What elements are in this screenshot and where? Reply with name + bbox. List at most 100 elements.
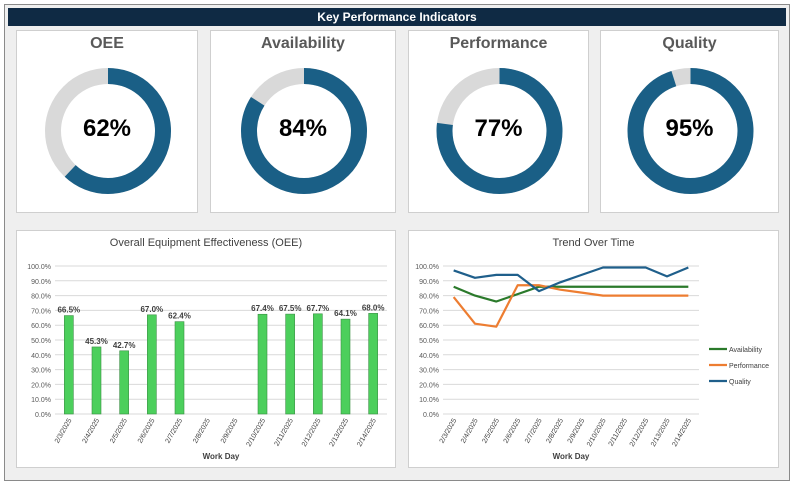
x-tick-label: 2/12/2025	[629, 417, 651, 448]
chart-title: Overall Equipment Effectiveness (OEE)	[109, 237, 303, 249]
bar	[313, 313, 323, 415]
legend-label: Quality	[729, 379, 751, 386]
y-tick-label: 40.0%	[31, 353, 51, 360]
data-label: 62.4%	[168, 312, 191, 321]
x-tick-label: 2/8/2025	[192, 417, 212, 444]
y-tick-label: 0.0%	[35, 412, 51, 419]
kpi-card-quality: Quality 95%	[600, 30, 779, 213]
x-tick-label: 2/7/2025	[165, 417, 185, 444]
legend-label: Performance	[729, 363, 769, 370]
x-tick-label: 2/6/2025	[503, 417, 523, 444]
y-tick-label: 70.0%	[31, 308, 51, 315]
y-tick-label: 90.0%	[419, 279, 439, 286]
data-label: 67.5%	[279, 304, 302, 313]
x-tick-label: 2/11/2025	[274, 417, 295, 447]
kpi-title: OEE	[90, 35, 124, 52]
x-tick-label: 2/3/2025	[439, 417, 459, 444]
y-tick-label: 100.0%	[415, 264, 439, 271]
series-line-quality	[453, 266, 689, 293]
data-label: 67.7%	[306, 304, 329, 313]
data-label: 68.0%	[362, 303, 385, 312]
y-tick-label: 30.0%	[31, 368, 51, 375]
y-tick-label: 20.0%	[419, 382, 439, 389]
kpi-card-availability: Availability 84%	[210, 30, 396, 213]
trend-line-chart: 0.0% 10.0% 20.0% 30.0% 40.0% 50.0% 60.0% 70.0% 8…	[415, 264, 769, 461]
x-tick-label: 2/8/2025	[545, 417, 565, 444]
x-tick-label: 2/9/2025	[220, 417, 240, 444]
x-tick-label: 2/14/2025	[356, 417, 378, 448]
y-tick-label: 100.0%	[27, 264, 51, 271]
y-tick-label: 30.0%	[419, 368, 439, 375]
series-line-availability	[453, 285, 689, 303]
chart-title: Trend Over Time	[552, 237, 635, 249]
x-tick-label: 2/7/2025	[524, 417, 544, 444]
dashboard-frame: Key Performance Indicators OEE 62% Avail…	[4, 4, 790, 481]
x-tick-label: 2/12/2025	[301, 417, 323, 448]
bar	[174, 321, 185, 415]
kpi-value: 62%	[82, 115, 132, 142]
data-label: 42.7%	[113, 341, 136, 350]
bar	[368, 313, 378, 415]
bar	[340, 318, 351, 415]
y-tick-label: 40.0%	[419, 353, 439, 360]
bar	[91, 346, 102, 415]
kpi-donut	[45, 68, 171, 194]
x-tick-label: 2/11/2025	[608, 417, 629, 447]
bar	[119, 350, 129, 415]
y-tick-label: 10.0%	[419, 397, 439, 404]
x-axis-label: Work Day	[553, 452, 590, 461]
x-tick-label: 2/3/2025	[54, 417, 74, 444]
x-tick-label: 2/13/2025	[329, 417, 351, 448]
x-tick-label: 2/13/2025	[650, 417, 672, 448]
dashboard-title: Key Performance Indicators	[8, 8, 786, 26]
y-tick-label: 80.0%	[31, 294, 51, 301]
donut-fill	[45, 68, 171, 194]
kpi-card-performance: Performance 77%	[408, 30, 589, 213]
donut-fill	[241, 68, 367, 194]
kpi-donut	[241, 68, 367, 194]
y-tick-label: 90.0%	[31, 279, 51, 286]
bar	[285, 313, 295, 415]
donut-fill	[436, 68, 563, 194]
bar	[257, 313, 268, 415]
x-tick-label: 2/4/2025	[82, 417, 102, 444]
donut-fill	[627, 68, 754, 194]
x-tick-label: 2/5/2025	[109, 417, 129, 444]
y-tick-label: 60.0%	[31, 323, 51, 330]
y-tick-label: 20.0%	[31, 382, 51, 389]
kpi-card-oee: OEE 62%	[16, 30, 198, 213]
x-tick-label: 2/14/2025	[671, 417, 693, 448]
bar	[147, 314, 157, 415]
kpi-value: 77%	[474, 115, 523, 142]
y-tick-label: 10.0%	[31, 397, 51, 404]
kpi-donut	[436, 68, 563, 194]
legend-label: Availability	[729, 347, 762, 354]
kpi-value: 95%	[665, 115, 714, 142]
oee-bar-chart-card: Overall Equipment Effectiveness (OEE) 0.…	[16, 230, 396, 468]
x-tick-label: 2/6/2025	[137, 417, 157, 444]
kpi-donut	[627, 68, 754, 194]
x-tick-label: 2/9/2025	[567, 417, 587, 444]
data-label: 45.3%	[85, 337, 108, 346]
y-tick-label: 60.0%	[419, 323, 439, 330]
kpi-title: Quality	[662, 35, 717, 52]
data-label: 66.5%	[57, 306, 80, 315]
data-label: 67.0%	[140, 305, 163, 314]
x-tick-label: 2/4/2025	[460, 417, 480, 444]
y-tick-label: 70.0%	[419, 308, 439, 315]
kpi-value: 84%	[278, 115, 328, 142]
y-tick-label: 0.0%	[423, 412, 439, 419]
x-tick-label: 2/5/2025	[481, 417, 501, 444]
y-tick-label: 80.0%	[419, 294, 439, 301]
y-tick-label: 50.0%	[31, 338, 51, 345]
trend-line-chart-card: Trend Over Time 0.0% 10.0% 20.0% 30.0% 40.0%…	[408, 230, 779, 468]
x-tick-label: 2/10/2025	[586, 417, 608, 448]
series-line-performance	[452, 284, 689, 328]
x-axis-label: Work Day	[203, 452, 240, 461]
kpi-title: Performance	[449, 35, 548, 52]
bar	[64, 315, 74, 415]
x-tick-label: 2/10/2025	[246, 417, 268, 448]
data-label: 67.4%	[251, 304, 274, 313]
y-tick-label: 50.0%	[419, 338, 439, 345]
data-label: 64.1%	[334, 309, 357, 318]
